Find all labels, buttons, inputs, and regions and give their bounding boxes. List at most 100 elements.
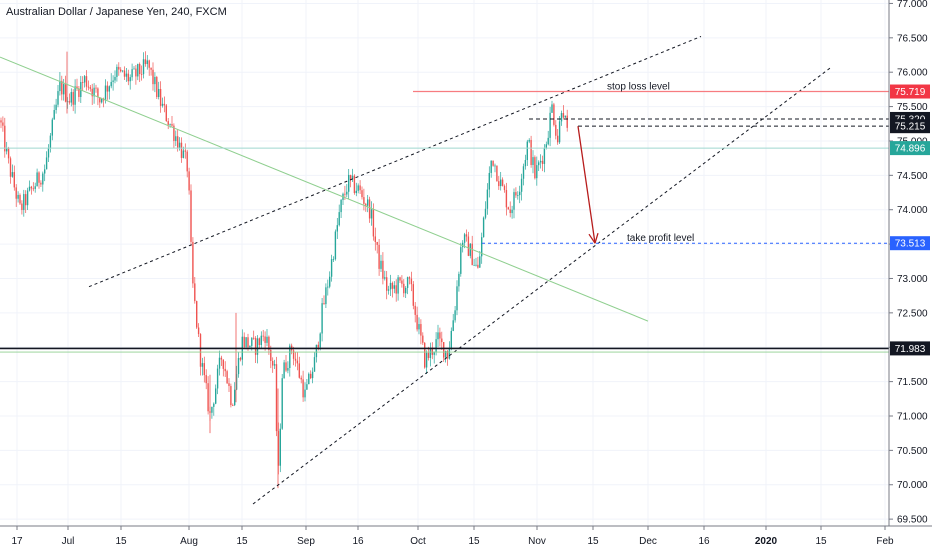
- candle-body: [123, 70, 126, 77]
- chart-title: Australian Dollar / Japanese Yen, 240, F…: [6, 6, 227, 18]
- candle-body: [85, 76, 88, 87]
- candle-body: [146, 60, 148, 65]
- candle-body: [300, 377, 302, 380]
- x-tick-label: Aug: [180, 536, 198, 547]
- y-tick-label: 69.500: [897, 515, 928, 526]
- candle-body: [277, 431, 280, 466]
- candle-body: [9, 158, 12, 177]
- candle-body: [323, 303, 325, 305]
- candle-body: [110, 81, 112, 87]
- candle-body: [251, 337, 253, 346]
- candle-body: [32, 188, 34, 190]
- candle-body: [139, 63, 141, 75]
- candle-body: [437, 332, 439, 340]
- time-axis[interactable]: 17 Jul 15 Aug 15 Sep 16 Oct 15 Nov 15 Dec 16 2020 15 Fe…: [11, 526, 894, 547]
- candle-body: [500, 179, 502, 187]
- channel-upper-line[interactable]: [88, 35, 702, 288]
- candle-body: [403, 283, 405, 294]
- candle-body: [6, 148, 8, 152]
- candle-body: [167, 121, 169, 125]
- candle-body: [441, 338, 443, 343]
- candle-body: [11, 172, 14, 177]
- candle-body: [422, 335, 424, 343]
- candle-body: [427, 352, 430, 358]
- candle-body: [127, 73, 129, 82]
- candle-body: [218, 357, 221, 369]
- x-tick-label: 16: [698, 536, 710, 547]
- x-tick-label: 15: [115, 536, 127, 547]
- candle-body: [384, 277, 386, 279]
- candle-body: [211, 406, 213, 413]
- candle-body: [292, 350, 295, 359]
- candle-body: [196, 301, 198, 328]
- candle-body: [171, 124, 173, 126]
- candle-body: [197, 327, 200, 335]
- candle-body: [285, 362, 287, 371]
- candle-body: [348, 174, 350, 192]
- candle-body: [258, 338, 261, 346]
- candle-body: [541, 160, 544, 164]
- candle-body: [243, 336, 245, 347]
- descending-trendline[interactable]: [0, 56, 649, 322]
- candle-body: [315, 344, 318, 358]
- candle-body: [450, 330, 452, 349]
- candle-body: [414, 305, 416, 315]
- candle-body: [2, 122, 4, 126]
- x-tick-label: 15: [587, 536, 599, 547]
- target-arrow-shaft[interactable]: [577, 126, 596, 244]
- x-tick-label: Sep: [297, 536, 315, 547]
- candle-body: [424, 342, 426, 368]
- candle-body: [294, 358, 297, 361]
- candle-body: [235, 374, 238, 390]
- candle-body: [159, 88, 162, 106]
- candle-body: [184, 150, 186, 152]
- channel-lower-line[interactable]: [252, 66, 832, 505]
- candle-body: [13, 172, 15, 188]
- candle-body: [289, 345, 291, 368]
- candle-body: [433, 351, 435, 355]
- candle-body: [405, 287, 407, 294]
- candle-body: [507, 207, 509, 210]
- candle-body: [59, 80, 61, 92]
- x-tick-label: 17: [11, 536, 23, 547]
- x-tick-label: Jul: [62, 536, 75, 547]
- candle-body: [429, 347, 432, 358]
- candle-body: [513, 192, 515, 210]
- candle-body: [317, 344, 319, 348]
- x-tick-label: 15: [468, 536, 480, 547]
- price-label-text: 75.719: [895, 87, 926, 98]
- candle-body: [249, 345, 251, 348]
- candle-body: [302, 379, 304, 398]
- candle-body: [498, 181, 500, 187]
- candle-body: [287, 367, 289, 371]
- candle-body: [23, 194, 25, 210]
- candle-body: [53, 110, 55, 120]
- candle-body: [353, 175, 356, 194]
- candle-body: [418, 324, 420, 330]
- candle-body: [36, 172, 38, 187]
- candle-body: [444, 350, 447, 358]
- candle-body: [63, 84, 65, 95]
- candle-body: [391, 282, 394, 289]
- candle-body: [237, 358, 240, 375]
- candle-body: [534, 157, 536, 179]
- y-tick-label: 72.500: [897, 308, 928, 319]
- candle-body: [125, 73, 128, 77]
- candle-body: [194, 283, 196, 302]
- candle-body: [545, 144, 547, 148]
- x-tick-label: Feb: [876, 536, 894, 547]
- candle-body: [517, 195, 519, 196]
- candle-body: [256, 338, 259, 355]
- x-tick-label: 15: [236, 536, 248, 547]
- candle-body: [338, 212, 340, 226]
- candle-body: [503, 185, 506, 191]
- candle-body: [490, 160, 492, 173]
- candle-body: [435, 339, 437, 352]
- price-label: 73.513: [890, 236, 930, 251]
- candle-body: [501, 179, 504, 186]
- candle-body: [340, 199, 342, 213]
- candle-body: [44, 169, 46, 174]
- candle-body: [401, 280, 403, 284]
- candle-body: [30, 186, 33, 189]
